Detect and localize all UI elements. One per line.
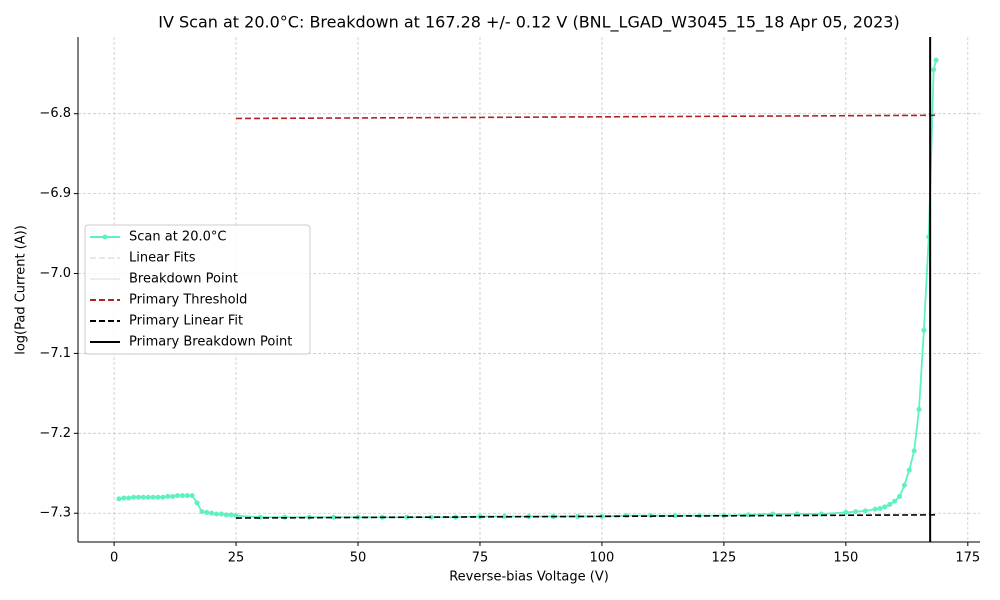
x-tick-label: 75 xyxy=(472,551,489,566)
x-tick-label: 175 xyxy=(955,551,980,566)
legend-box xyxy=(84,224,311,355)
data-point xyxy=(331,514,337,520)
data-point xyxy=(877,505,883,511)
data-point xyxy=(214,511,220,517)
data-point xyxy=(155,494,161,500)
data-point xyxy=(218,511,224,517)
y-tick-label: −7.1 xyxy=(39,346,71,361)
data-point xyxy=(223,512,229,518)
data-point xyxy=(233,513,239,519)
data-point xyxy=(116,496,122,502)
data-point xyxy=(428,514,434,520)
data-point xyxy=(135,494,141,500)
data-point xyxy=(501,513,507,519)
data-point xyxy=(862,508,868,514)
y-tick-label: −7.3 xyxy=(39,506,71,521)
data-point xyxy=(199,509,205,515)
data-point xyxy=(843,509,849,515)
y-tick-label: −6.9 xyxy=(39,186,71,201)
x-tick-label: 100 xyxy=(590,551,615,566)
data-point xyxy=(404,514,410,520)
data-point xyxy=(911,448,917,454)
data-point xyxy=(140,494,146,500)
legend-label: Primary Threshold xyxy=(129,293,247,308)
data-point xyxy=(121,495,127,501)
legend-label: Primary Linear Fit xyxy=(129,314,243,329)
legend-marker xyxy=(102,234,108,240)
y-tick-label: −7.0 xyxy=(39,266,71,281)
data-point xyxy=(170,493,176,499)
data-point xyxy=(672,513,678,519)
x-tick-label: 0 xyxy=(110,551,118,566)
y-tick-label: −6.8 xyxy=(39,106,71,121)
data-point xyxy=(882,504,888,510)
data-point xyxy=(745,512,751,518)
data-point xyxy=(145,494,151,500)
data-point xyxy=(901,482,907,488)
data-point xyxy=(931,67,937,73)
data-point xyxy=(921,327,927,333)
x-axis-label: Reverse-bias Voltage (V) xyxy=(449,570,609,585)
data-point xyxy=(150,494,156,500)
data-point xyxy=(575,513,581,519)
data-point xyxy=(209,510,215,516)
data-point xyxy=(916,406,922,412)
data-point xyxy=(165,493,171,499)
data-point xyxy=(897,493,903,499)
data-point xyxy=(131,494,137,500)
legend-label: Linear Fits xyxy=(129,251,196,266)
data-point xyxy=(872,506,878,512)
data-point xyxy=(160,494,166,500)
data-point xyxy=(189,493,195,499)
data-point xyxy=(184,493,190,499)
y-tick-label: −7.2 xyxy=(39,426,71,441)
data-point xyxy=(175,493,181,499)
series-line xyxy=(236,114,937,120)
chart-title: IV Scan at 20.0°C: Breakdown at 167.28 +… xyxy=(158,13,899,33)
data-point xyxy=(892,498,898,504)
y-axis-label: log(Pad Current (A)) xyxy=(14,225,29,355)
data-point xyxy=(887,501,893,507)
data-point xyxy=(933,57,939,63)
x-tick-label: 150 xyxy=(833,551,858,566)
data-point xyxy=(228,512,234,518)
legend-label: Scan at 20.0°C xyxy=(129,230,226,245)
legend-label: Primary Breakdown Point xyxy=(129,335,292,350)
data-point xyxy=(906,467,912,473)
x-tick-label: 50 xyxy=(350,551,367,566)
legend-label: Breakdown Point xyxy=(129,272,238,287)
data-point xyxy=(204,509,210,515)
data-point xyxy=(853,509,859,515)
x-tick-label: 25 xyxy=(228,551,245,566)
data-point xyxy=(179,493,185,499)
data-point xyxy=(126,495,132,501)
data-point xyxy=(194,500,200,506)
x-tick-label: 125 xyxy=(711,551,736,566)
